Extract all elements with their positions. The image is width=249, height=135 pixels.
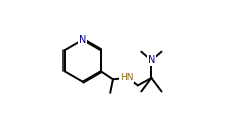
Text: HN: HN	[120, 73, 133, 82]
Text: N: N	[79, 35, 86, 45]
Text: N: N	[148, 55, 155, 65]
